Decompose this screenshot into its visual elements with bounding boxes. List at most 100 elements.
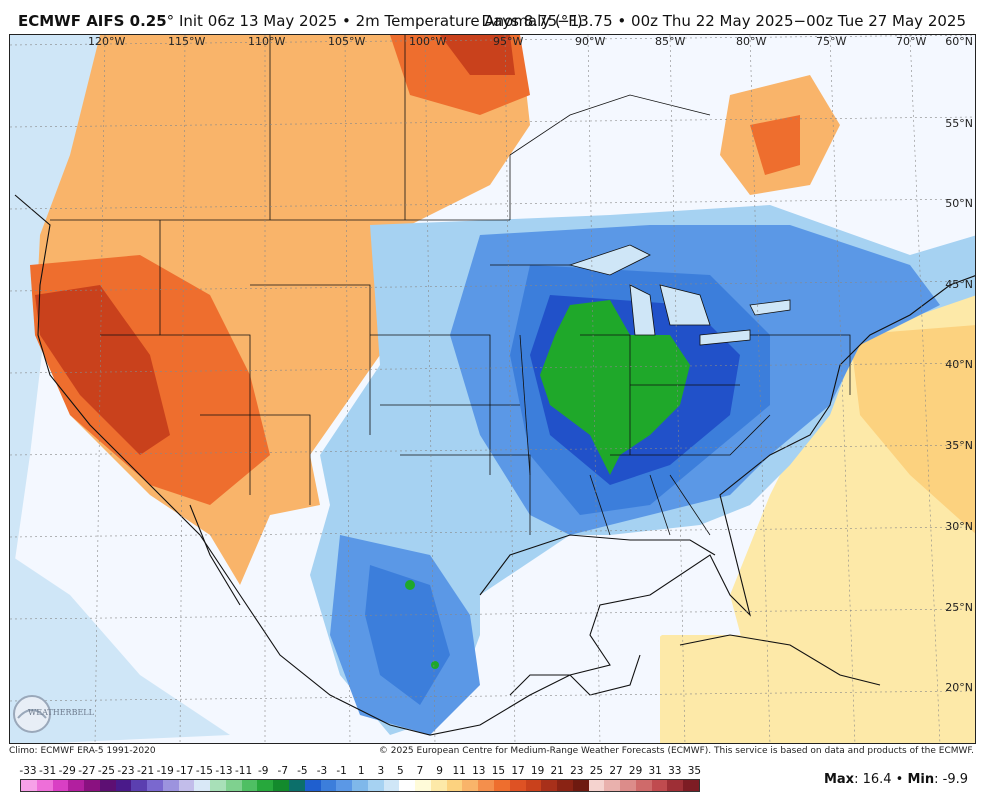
- scale-label-13: -7: [277, 765, 289, 777]
- scale-label-26: 19: [530, 765, 545, 777]
- scale-label-29: 25: [589, 765, 604, 777]
- scale-swatch-34: [557, 780, 573, 791]
- gulf-of-mexico: [480, 535, 710, 695]
- scale-label-24: 15: [491, 765, 506, 777]
- max-label: Max: [823, 772, 855, 787]
- scale-swatch-32: [525, 780, 542, 791]
- copyright-note: © 2025 European Centre for Medium-Range …: [378, 746, 974, 756]
- scale-swatch-30: [493, 780, 510, 791]
- lon-label-90w: 90°W: [575, 35, 606, 48]
- scale-label-30: 27: [609, 765, 623, 777]
- lat-label-25n: 25°N: [945, 601, 973, 614]
- scale-swatch-29: [478, 780, 494, 791]
- scale-label-18: 3: [377, 765, 385, 777]
- map-canvas: [10, 35, 975, 743]
- scale-label-6: -21: [137, 765, 155, 777]
- scale-label-19: 5: [397, 765, 404, 777]
- scale-swatch-24: [399, 780, 416, 791]
- color-scale-bar: [20, 779, 700, 792]
- lon-label-105w: 105°W: [328, 35, 366, 48]
- scale-label-10: -13: [215, 765, 233, 777]
- scale-swatch-40: [651, 780, 668, 791]
- scale-swatch-7: [131, 780, 148, 791]
- scale-label-25: 17: [511, 765, 525, 777]
- scale-swatch-33: [541, 780, 558, 791]
- state-borders: [50, 35, 851, 536]
- eastern-pacific-cool-region: [10, 555, 230, 743]
- scale-swatch-0: [21, 780, 37, 791]
- weatherbell-logo: WEATHERBELL: [10, 692, 100, 736]
- scale-label-5: -23: [117, 765, 135, 777]
- lat-label-20n: 20°N: [945, 681, 973, 694]
- min-value: : -9.9: [934, 772, 968, 787]
- scale-label-31: 29: [628, 765, 643, 777]
- scale-swatch-21: [352, 780, 368, 791]
- scale-swatch-1: [36, 780, 53, 791]
- lon-label-80w: 80°W: [736, 35, 767, 48]
- great-lakes: [568, 244, 791, 346]
- scale-label-3: -27: [78, 765, 96, 777]
- lat-label-30n: 30°N: [945, 520, 973, 533]
- scale-label-11: -11: [235, 765, 253, 777]
- scale-swatch-39: [635, 780, 652, 791]
- scale-label-0: -33: [19, 765, 37, 777]
- scale-swatch-4: [84, 780, 100, 791]
- max-min-readout: Max: 16.4 • Min: -9.9: [824, 772, 968, 787]
- lat-label-40n: 40°N: [945, 358, 973, 371]
- scale-label-4: -25: [97, 765, 115, 777]
- lon-label-110w: 110°W: [248, 35, 286, 48]
- lat-label-45n: 45°N: [945, 278, 973, 291]
- pacific-cool-region: [10, 35, 100, 595]
- california-extreme-warm-region: [35, 285, 170, 455]
- valid-period: Days 8.75−13.75 • 00z Thu 22 May 2025−00…: [481, 12, 966, 30]
- scale-swatch-16: [273, 780, 290, 791]
- scale-label-12: -9: [257, 765, 269, 777]
- header: ECMWF AIFS 0.25° Init 06z 13 May 2025 • …: [0, 0, 984, 34]
- scale-label-27: 21: [550, 765, 564, 777]
- scale-swatch-11: [194, 780, 211, 791]
- scale-swatch-25: [415, 780, 431, 791]
- scale-label-21: 9: [436, 765, 443, 777]
- mexico-green-spot: [405, 580, 415, 590]
- lon-label-95w: 95°W: [493, 35, 524, 48]
- quebec-strong-warm-region: [750, 115, 800, 175]
- scale-label-2: -29: [58, 765, 76, 777]
- scale-swatch-19: [320, 780, 337, 791]
- scale-swatch-5: [99, 780, 116, 791]
- scale-swatch-28: [462, 780, 479, 791]
- scale-label-8: -17: [176, 765, 194, 777]
- mexico-green-spot-south: [431, 661, 439, 669]
- mexico-strong-cool-region: [365, 565, 450, 705]
- lon-label-70w: 70°W: [896, 35, 927, 48]
- model-name: ECMWF AIFS 0.25: [18, 12, 167, 30]
- color-scale-labels: -33 -31 -29 -27 -25 -23 -21 -19 -17 -15 -13 -11 -9 -7…: [12, 765, 712, 779]
- scale-label-9: -15: [195, 765, 213, 777]
- logo-text: WEATHERBELL: [28, 708, 94, 717]
- lon-label-120w: 120°W: [88, 35, 126, 48]
- scale-swatch-37: [604, 780, 621, 791]
- lat-label-60n: 60°N: [945, 35, 973, 48]
- scale-swatch-27: [446, 780, 463, 791]
- scale-swatch-3: [68, 780, 85, 791]
- scale-label-33: 33: [668, 765, 682, 777]
- lat-label-50n: 50°N: [945, 197, 973, 210]
- scale-swatch-17: [289, 780, 305, 791]
- scale-swatch-26: [430, 780, 447, 791]
- scale-swatch-9: [162, 780, 179, 791]
- lon-label-100w: 100°W: [409, 35, 447, 48]
- scale-swatch-20: [336, 780, 353, 791]
- scale-label-15: -3: [316, 765, 328, 777]
- scale-label-17: 1: [357, 765, 365, 777]
- scale-label-28: 23: [570, 765, 584, 777]
- atlantic-mid-warm-region: [850, 325, 975, 534]
- min-label: Min: [907, 772, 935, 787]
- scale-swatch-15: [257, 780, 274, 791]
- scale-swatch-42: [683, 780, 699, 791]
- anomaly-map[interactable]: 120°W 115°W 110°W 105°W 100°W 95°W 90°W …: [9, 34, 976, 744]
- scale-swatch-18: [304, 780, 321, 791]
- scale-label-20: 7: [416, 765, 424, 777]
- scale-label-1: -31: [39, 765, 57, 777]
- max-value: : 16.4 •: [854, 772, 908, 787]
- degree-symbol: °: [166, 12, 175, 30]
- scale-swatch-41: [667, 780, 684, 791]
